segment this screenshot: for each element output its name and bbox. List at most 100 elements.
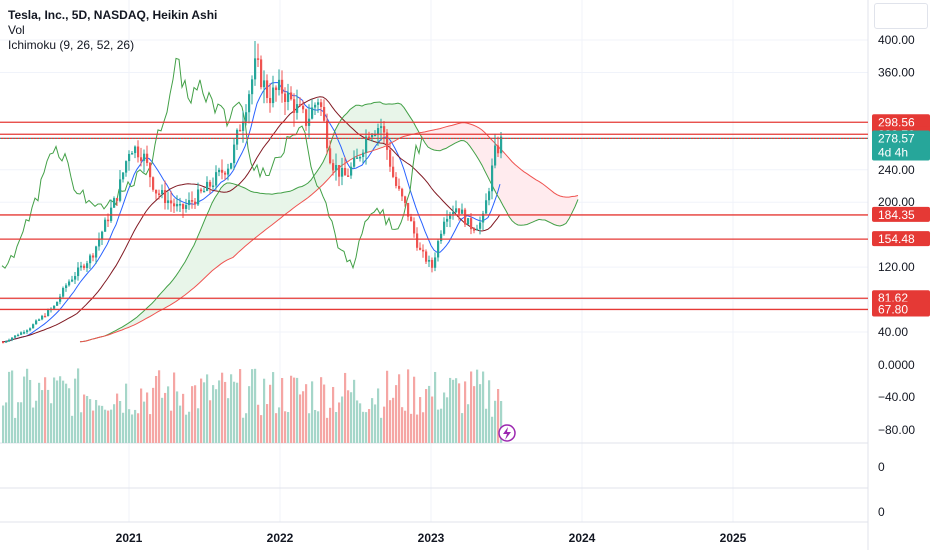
volume-bar: [224, 381, 227, 443]
volume-bar: [380, 417, 383, 443]
candle-body: [14, 335, 17, 338]
candle-body: [215, 172, 218, 186]
cloud-segment: [260, 193, 263, 235]
cloud-segment: [485, 132, 488, 178]
candle-body: [263, 80, 266, 88]
candle-body: [446, 218, 449, 222]
volume-bar: [266, 404, 269, 443]
volume-bar: [209, 400, 212, 443]
candle-body: [404, 196, 407, 203]
volume-tick-label: 0.0000: [878, 358, 915, 372]
cloud-segment: [470, 124, 473, 151]
volume-bar: [164, 392, 167, 443]
volume-bar: [320, 377, 323, 443]
candle-body: [236, 129, 239, 145]
volume-bar: [497, 389, 500, 443]
cloud-segment: [185, 256, 188, 295]
candle-body: [227, 168, 230, 175]
volume-bar: [446, 397, 449, 443]
volume-bar: [476, 369, 479, 443]
time-tick-label: 2022: [267, 531, 294, 545]
volume-bar: [38, 382, 41, 443]
candle-body: [122, 172, 125, 180]
candle-body: [257, 58, 260, 60]
lightning-icon[interactable]: [498, 424, 516, 442]
candle-body: [224, 172, 227, 175]
cloud-segment: [425, 131, 428, 147]
volume-bar: [317, 411, 320, 443]
volume-bar: [347, 390, 350, 443]
volume-bar: [425, 389, 428, 443]
horizontal-levels: [0, 121, 868, 311]
cloud-segment: [536, 179, 539, 221]
level-badge-label: 298.56: [878, 115, 915, 129]
cloud-segment: [458, 122, 461, 142]
cloud-segment: [209, 203, 212, 274]
cloud-segment: [530, 175, 533, 224]
candle-body: [401, 188, 404, 197]
volume-bar: [341, 396, 344, 443]
volume-indicator-label[interactable]: Vol: [8, 23, 25, 37]
cloud-segment: [446, 126, 449, 149]
candle-body: [293, 99, 296, 113]
cloud-segment: [233, 183, 236, 258]
candle-body: [185, 205, 188, 209]
cloud-segment: [431, 129, 434, 150]
candle-body: [377, 128, 380, 135]
settings-button[interactable]: [874, 3, 928, 29]
candle-body: [272, 87, 275, 104]
cloud-segment: [251, 191, 254, 242]
volume-bar: [428, 385, 431, 443]
ichimoku-indicator-label[interactable]: Ichimoku (9, 26, 52, 26): [8, 38, 135, 52]
volume-bar: [311, 381, 314, 443]
cloud-segment: [572, 196, 575, 213]
cloud-segment: [545, 185, 548, 222]
volume-bar: [386, 370, 389, 443]
volume-bar: [200, 378, 203, 443]
cloud-segment: [164, 286, 167, 309]
cloud-segment: [368, 103, 371, 153]
volume-bar: [194, 385, 197, 443]
current-price-label: 278.57: [878, 131, 915, 145]
candle-body: [56, 301, 59, 306]
time-tick-label: 2021: [116, 531, 143, 545]
candle-body: [8, 339, 11, 342]
volume-bar: [263, 378, 266, 443]
cloud-segment: [179, 266, 182, 300]
candle-body: [347, 175, 350, 177]
volume-bar: [434, 371, 437, 443]
candle-body: [281, 79, 284, 94]
volume-bar: [236, 382, 239, 443]
candle-body: [38, 319, 41, 321]
cloud-segment: [410, 116, 413, 135]
price-tick-label: 200.00: [878, 195, 915, 209]
volume-bar: [110, 409, 113, 443]
volume-bar: [323, 384, 326, 443]
volume-bar: [308, 413, 311, 443]
volume-bar: [2, 405, 5, 443]
volume-bar: [470, 371, 473, 443]
cloud-segment: [245, 188, 248, 247]
candle-body: [203, 190, 206, 193]
volume-bar: [98, 405, 101, 443]
cloud-segment: [239, 185, 242, 252]
candle-body: [287, 92, 290, 102]
volume-bar: [83, 394, 86, 443]
symbol-title[interactable]: Tesla, Inc., 5D, NASDAQ, Heikin Ashi: [8, 8, 218, 22]
cloud-segment: [305, 183, 308, 200]
cloud-segment: [374, 102, 377, 151]
volume-bar: [407, 369, 410, 443]
cloud-segment: [356, 105, 359, 157]
cloud-segment: [512, 161, 515, 224]
candle-body: [218, 169, 221, 173]
volume-bar: [23, 376, 26, 443]
candle-body: [230, 163, 233, 169]
volume-bar: [32, 407, 35, 443]
cloud-segment: [500, 148, 503, 206]
volume-bar: [239, 369, 242, 443]
candle-body: [233, 144, 236, 164]
volume-bar: [389, 400, 392, 443]
lagging-span: [1, 57, 423, 270]
candle-body: [386, 132, 389, 150]
